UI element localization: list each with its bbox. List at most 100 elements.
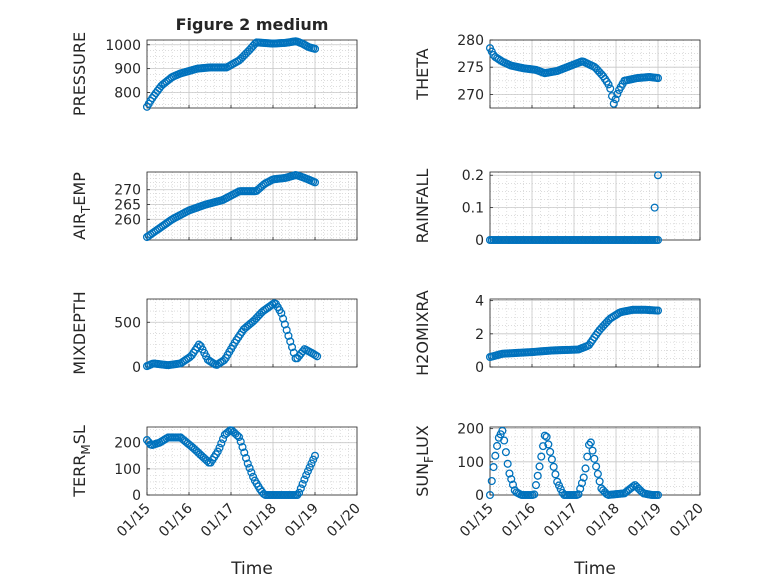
data-point	[300, 475, 309, 484]
y-tick-label: 200	[114, 436, 141, 452]
subplot-mixdepth: 0 500 MIXDEPTH	[70, 291, 358, 376]
y-tick-label: 270	[114, 183, 141, 199]
subplot-rainfall: 0 0.1 0.2 RAINFALL	[413, 168, 701, 249]
axes-box	[146, 426, 358, 496]
axes-box	[489, 298, 701, 368]
data-point	[540, 431, 549, 440]
y-tick-label: 1000	[105, 38, 141, 54]
y-axis-label: SUNFLUX	[413, 425, 436, 497]
data-point	[593, 469, 602, 478]
data-point	[485, 490, 495, 500]
data-point	[577, 479, 587, 488]
data-point	[240, 448, 249, 457]
data-point	[537, 452, 546, 461]
data-point	[500, 436, 509, 445]
data-point	[581, 464, 590, 473]
subplot-pressure: 800 900 1000 PRESSURE	[70, 32, 358, 116]
data-point	[554, 481, 564, 490]
x-tick-label: 01/19	[282, 501, 322, 541]
data-point	[535, 462, 544, 471]
data-point	[305, 463, 314, 472]
data-point	[489, 463, 498, 472]
axes-box	[489, 39, 701, 109]
series-mixdepth	[142, 299, 322, 371]
data-point	[233, 431, 242, 440]
x-tick-label: 01/16	[499, 500, 539, 540]
y-axis-label: AIRTEMP	[70, 172, 93, 240]
y-axis-label: TERRMSL	[70, 425, 93, 498]
data-point	[530, 490, 539, 499]
data-point	[595, 477, 604, 486]
data-point	[590, 454, 599, 463]
data-point	[546, 447, 555, 456]
x-tick-label: 01/17	[541, 501, 581, 541]
x-tick-label: 01/20	[324, 501, 364, 541]
y-tick-label: 0	[475, 488, 484, 504]
data-point	[287, 343, 297, 352]
data-point	[531, 481, 541, 490]
data-point	[586, 438, 595, 447]
data-point	[215, 443, 224, 452]
data-point	[310, 451, 320, 460]
data-point	[544, 440, 553, 449]
y-tick-label: 0.2	[462, 168, 484, 184]
data-point	[302, 471, 311, 480]
data-point	[245, 463, 254, 473]
y-tick-label: 265	[114, 198, 141, 214]
data-point	[217, 439, 226, 448]
y-tick-label: 900	[114, 62, 141, 78]
y-axis-label: THETA	[413, 48, 432, 100]
axes-box	[489, 171, 701, 241]
subplot-theta: 270 275 280 THETA	[413, 33, 701, 109]
data-point	[549, 462, 558, 471]
data-point	[296, 484, 305, 493]
data-point	[583, 452, 592, 461]
data-point	[551, 470, 560, 479]
y-tick-label: 800	[114, 85, 141, 101]
data-point	[493, 441, 502, 450]
data-point	[609, 99, 618, 108]
y-axis-label: RAINFALL	[413, 169, 432, 244]
data-point	[213, 447, 222, 456]
data-point	[498, 426, 507, 435]
x-tick-label: 01/15	[457, 501, 497, 541]
data-point	[295, 488, 304, 497]
x-axis-label-left: Time	[230, 559, 273, 579]
axes-box	[489, 426, 701, 496]
data-point	[588, 446, 597, 455]
data-point	[247, 468, 256, 477]
x-axis-label-right: Time	[573, 559, 616, 579]
series-air_temp	[142, 171, 320, 242]
data-point	[542, 432, 551, 441]
y-tick-label: 0	[475, 360, 484, 376]
subplot-sun_flux: 0 100 200 01/15 01/16 01/17 01/18 01/19 01/20 SUN…	[413, 422, 707, 541]
data-point	[592, 462, 601, 471]
x-tick-label: 01/18	[583, 501, 623, 541]
data-point	[491, 451, 500, 460]
data-point	[653, 306, 663, 315]
x-tick-label: 01/16	[156, 500, 196, 540]
data-point	[241, 454, 251, 463]
data-point	[487, 476, 496, 486]
series-sun_flux	[485, 426, 663, 500]
axes-box	[146, 171, 358, 241]
data-point	[503, 459, 512, 468]
y-tick-label: 200	[457, 422, 484, 438]
series-theta	[485, 44, 663, 108]
y-tick-label: 100	[114, 462, 141, 478]
data-point	[293, 490, 302, 500]
data-point	[508, 480, 518, 489]
data-point	[574, 490, 583, 499]
data-point	[576, 484, 585, 493]
data-point	[556, 485, 565, 494]
y-tick-label: 280	[457, 33, 484, 49]
data-point	[653, 171, 663, 180]
x-tick-label: 01/19	[625, 501, 665, 541]
data-point	[307, 459, 316, 468]
y-axis-label: PRESSURE	[70, 32, 89, 116]
data-point	[501, 448, 510, 457]
data-point	[613, 89, 622, 99]
